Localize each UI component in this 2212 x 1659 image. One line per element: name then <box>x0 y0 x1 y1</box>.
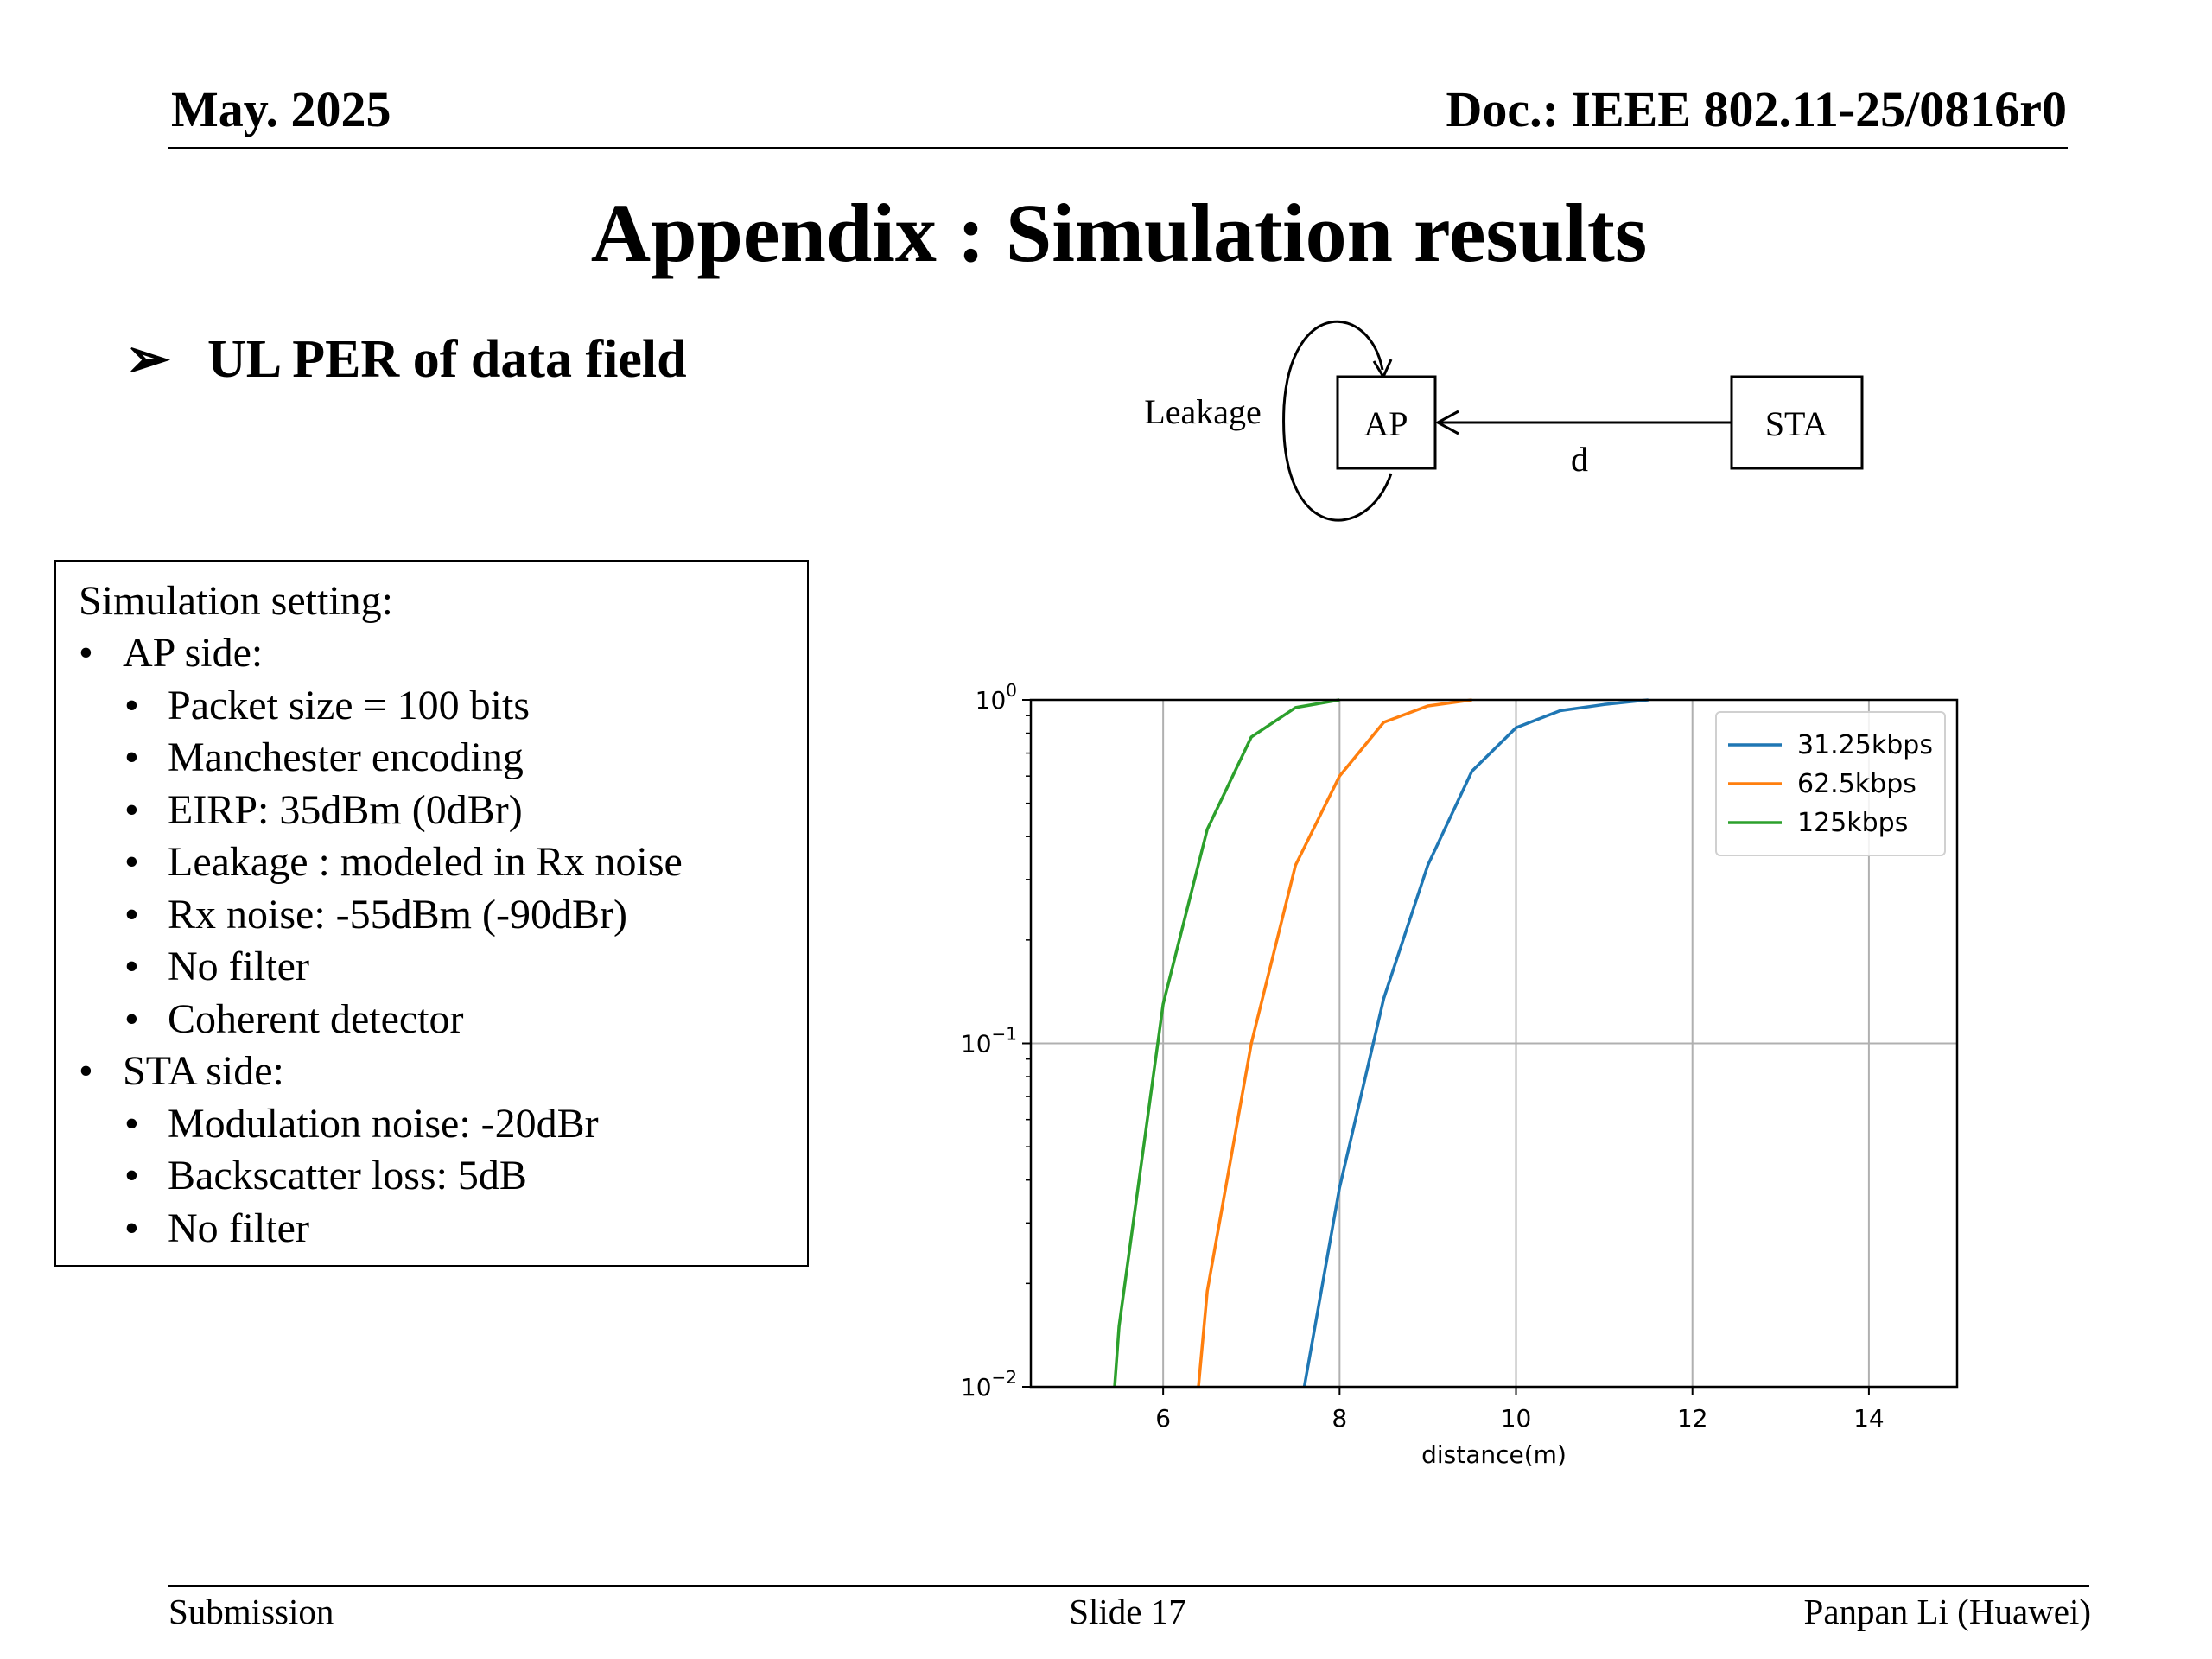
x-tick-label: 12 <box>1677 1404 1708 1433</box>
list-bullet: • <box>124 996 139 1042</box>
footer-author: Panpan Li (Huawei) <box>1803 1592 2091 1631</box>
header-rule <box>168 147 2068 149</box>
list-bullet: • <box>124 892 139 938</box>
y-tick-label: 10−2 <box>961 1367 1017 1402</box>
list-bullet: • <box>124 1205 139 1251</box>
settings-item: EIRP: 35dBm (0dBr) <box>168 787 523 833</box>
legend-label: 125kbps <box>1797 808 1908 838</box>
footer-submission: Submission <box>168 1592 334 1631</box>
legend-label: 62.5kbps <box>1797 769 1916 799</box>
bullet-heading-text: UL PER of data field <box>207 330 687 389</box>
legend: 31.25kbps 62.5kbps 125kbps <box>1715 711 1946 856</box>
settings-item: Manchester encoding <box>168 734 524 780</box>
simulation-settings-box: Simulation setting: • AP side: • Packet … <box>54 560 809 1267</box>
tick-layer: 6 8 10 12 14 10−2 10−1 100 <box>961 680 1885 1433</box>
list-bullet: • <box>124 1153 139 1198</box>
list-bullet: • <box>124 1101 139 1147</box>
x-tick-label: 6 <box>1155 1404 1171 1433</box>
distance-label: d <box>1571 440 1588 479</box>
ap-sta-diagram: Leakage AP STA d <box>1144 320 1864 522</box>
x-tick-label: 8 <box>1332 1404 1347 1433</box>
leakage-loop <box>1282 320 1393 522</box>
footer-rule <box>168 1585 2089 1587</box>
series-line-31.25kbps <box>1302 698 1649 1388</box>
legend-label: 31.25kbps <box>1797 730 1933 760</box>
settings-item: Modulation noise: -20dBr <box>168 1101 599 1147</box>
settings-item: Backscatter loss: 5dB <box>168 1153 527 1198</box>
settings-group-label: STA side: <box>123 1048 284 1094</box>
footer-slide-number: Slide 17 <box>1069 1592 1186 1631</box>
header-doc-id: Doc.: IEEE 802.11-25/0816r0 <box>1446 81 2067 137</box>
x-tick-label: 14 <box>1853 1404 1885 1433</box>
settings-heading: Simulation setting: <box>79 578 394 624</box>
settings-item: Leakage : modeled in Rx noise <box>168 839 683 885</box>
y-tick-label: 10−1 <box>961 1024 1017 1058</box>
slide-title: Appendix : Simulation results <box>590 187 1648 279</box>
list-bullet: • <box>124 944 139 989</box>
list-bullet: • <box>124 683 139 728</box>
header-date: May. 2025 <box>171 81 391 137</box>
series-layer <box>1113 698 1649 1388</box>
ap-label: AP <box>1363 404 1408 443</box>
settings-group-bullet: • <box>79 1048 93 1094</box>
settings-group-label: AP side: <box>123 630 264 676</box>
settings-item: No filter <box>168 944 309 989</box>
settings-group-bullet: • <box>79 630 93 676</box>
bullet-heading: ➢ UL PER of data field <box>125 333 687 386</box>
y-tick-label: 100 <box>976 680 1017 715</box>
settings-item: Packet size = 100 bits <box>168 683 530 728</box>
settings-item: Coherent detector <box>168 996 464 1042</box>
link-arrowhead <box>1434 410 1459 435</box>
settings-item: Rx noise: -55dBm (-90dBr) <box>168 892 627 938</box>
x-axis-label: distance(m) <box>1421 1440 1567 1469</box>
series-line-125kbps <box>1113 698 1340 1388</box>
x-tick-label: 10 <box>1501 1404 1532 1433</box>
list-bullet: • <box>124 839 139 885</box>
series-line-62.5kbps <box>1197 698 1472 1388</box>
settings-item: No filter <box>168 1205 309 1251</box>
sta-label: STA <box>1765 404 1827 443</box>
arrow-bullet-icon: ➢ <box>125 330 170 389</box>
legend-box <box>1715 711 1946 856</box>
ap-box <box>1336 375 1437 470</box>
list-bullet: • <box>124 734 139 780</box>
leakage-label: Leakage <box>1144 392 1261 431</box>
list-bullet: • <box>124 787 139 833</box>
